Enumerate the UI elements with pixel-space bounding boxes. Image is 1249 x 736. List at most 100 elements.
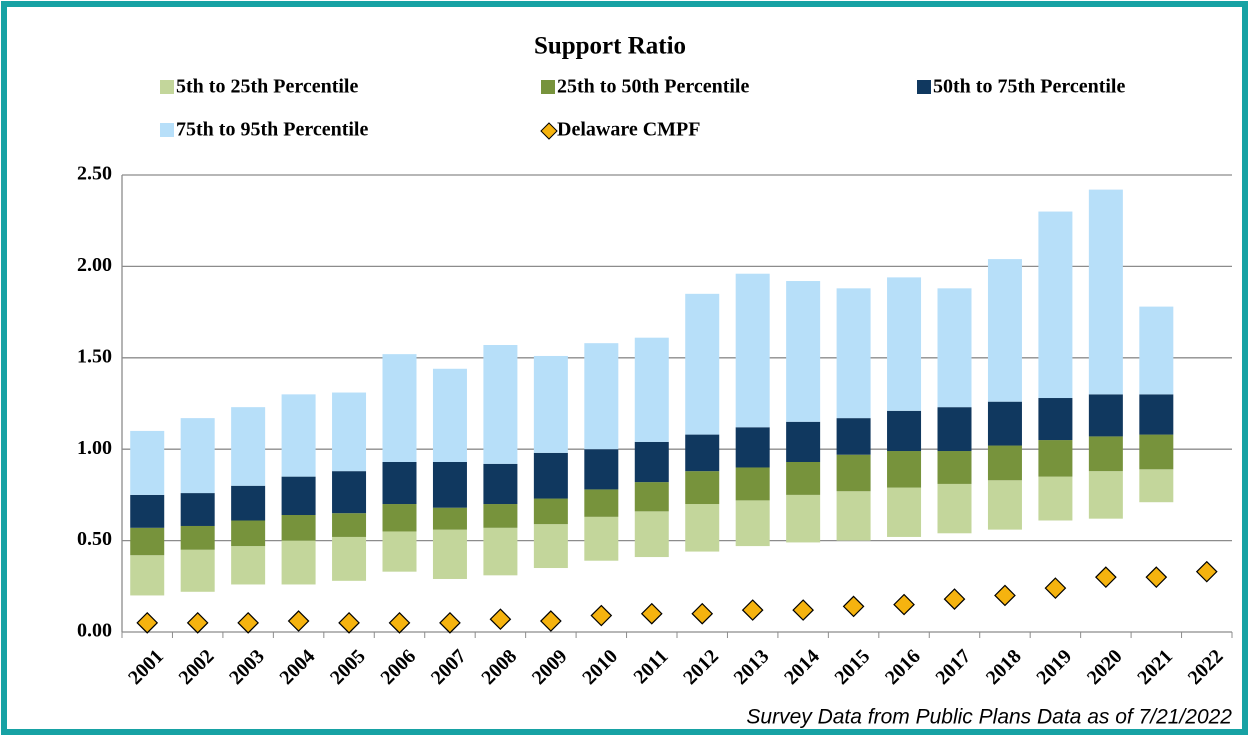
legend-label: Delaware CMPF: [557, 119, 700, 141]
bar-segment: [483, 504, 518, 528]
bar-segment: [735, 467, 770, 501]
bar-segment: [1139, 469, 1174, 503]
marker-diamond: [842, 595, 865, 618]
bar-segment: [231, 546, 266, 585]
bar-segment: [836, 288, 871, 419]
bar-segment: [987, 445, 1022, 481]
bar-segment: [735, 500, 770, 547]
bar-segment: [231, 520, 266, 547]
bar-segment: [987, 401, 1022, 446]
marker-diamond: [439, 612, 461, 634]
bar-segment: [735, 427, 770, 468]
legend-swatch: [160, 80, 174, 94]
marker-diamond: [136, 612, 159, 634]
bar-segment: [937, 288, 972, 408]
bar-segment: [281, 540, 316, 585]
bar-segment: [130, 527, 165, 556]
bar-segment: [281, 394, 316, 477]
bar-segment: [180, 418, 215, 494]
bar-segment: [1139, 434, 1174, 470]
y-tick-label: 0.00: [77, 620, 112, 642]
bar-segment: [584, 489, 619, 517]
bar-segment: [584, 449, 619, 490]
bar-segment: [887, 451, 922, 488]
bar-segment: [1038, 398, 1073, 441]
bar-segment: [987, 480, 1022, 530]
legend-label: 50th to 75th Percentile: [933, 76, 1125, 98]
bar-segment: [887, 410, 922, 452]
bar-segment: [887, 277, 922, 411]
legend-swatch: [917, 80, 931, 94]
bar-segment: [483, 345, 518, 464]
marker-diamond: [338, 612, 360, 634]
bar-segment: [685, 434, 720, 472]
bar-segment: [1139, 306, 1174, 395]
bar-segment: [382, 531, 417, 572]
marker-diamond: [893, 593, 915, 616]
marker-diamond: [640, 602, 663, 625]
bar-segment: [786, 461, 821, 495]
bar-segment: [382, 461, 417, 505]
bar-segment: [483, 463, 518, 505]
chart-title: Support Ratio: [534, 33, 686, 60]
legend-label: 75th to 95th Percentile: [176, 119, 368, 141]
bar-segment: [1038, 476, 1073, 521]
bar-segment: [180, 525, 215, 550]
bar-segment: [786, 494, 821, 543]
bar-segment: [634, 441, 669, 483]
bar-segment: [382, 354, 417, 462]
legend-label: 5th to 25th Percentile: [176, 76, 358, 98]
marker-diamond: [994, 584, 1016, 607]
marker-diamond: [1195, 560, 1218, 583]
y-tick-label: 0.50: [77, 528, 112, 550]
bar-segment: [937, 451, 972, 484]
bar-segment: [634, 511, 669, 558]
legend-swatch: [160, 123, 174, 137]
bar-segment: [533, 452, 568, 499]
bar-segment: [180, 493, 215, 526]
bar-segment: [281, 515, 316, 541]
y-tick-label: 2.00: [77, 254, 112, 276]
bar-segment: [432, 368, 467, 462]
bar-segment: [483, 527, 518, 576]
bar-segment: [1088, 189, 1123, 395]
bar-segment: [130, 430, 165, 495]
bar-segment: [332, 471, 367, 514]
bar-segment: [432, 461, 467, 508]
bar-segment: [1038, 440, 1073, 477]
bar-segment: [332, 513, 367, 537]
bar-segment: [685, 471, 720, 505]
marker-diamond: [287, 610, 310, 632]
bar-segment: [887, 487, 922, 537]
bar-segment: [533, 355, 568, 453]
bar-segment: [231, 407, 266, 486]
marker-diamond: [1044, 577, 1067, 599]
bar-segment: [180, 549, 215, 592]
bar-segment: [937, 483, 972, 534]
bar-segment: [786, 281, 821, 422]
bar-segment: [130, 555, 165, 596]
bar-segment: [634, 482, 669, 512]
bar-segment: [685, 504, 720, 552]
legend-swatch: [541, 80, 555, 94]
bar-segment: [937, 407, 972, 452]
y-tick-label: 1.50: [77, 345, 112, 367]
bar-segment: [836, 418, 871, 455]
y-tick-label: 2.50: [77, 163, 112, 185]
legend-label: 25th to 50th Percentile: [557, 76, 749, 98]
bar-segment: [685, 293, 720, 435]
marker-diamond: [691, 602, 714, 625]
bar-segment: [836, 491, 871, 541]
marker-diamond: [540, 610, 562, 632]
bar-segment: [987, 259, 1022, 402]
bar-segment: [332, 536, 367, 581]
marker-diamond: [943, 588, 966, 610]
bar-segment: [786, 421, 821, 462]
bar-segment: [281, 476, 316, 516]
bar-segment: [1139, 394, 1174, 435]
marker-diamond: [237, 612, 259, 634]
bar-segment: [634, 337, 669, 442]
source-note: Survey Data from Public Plans Data as of…: [746, 706, 1232, 729]
marker-diamond: [792, 599, 814, 621]
